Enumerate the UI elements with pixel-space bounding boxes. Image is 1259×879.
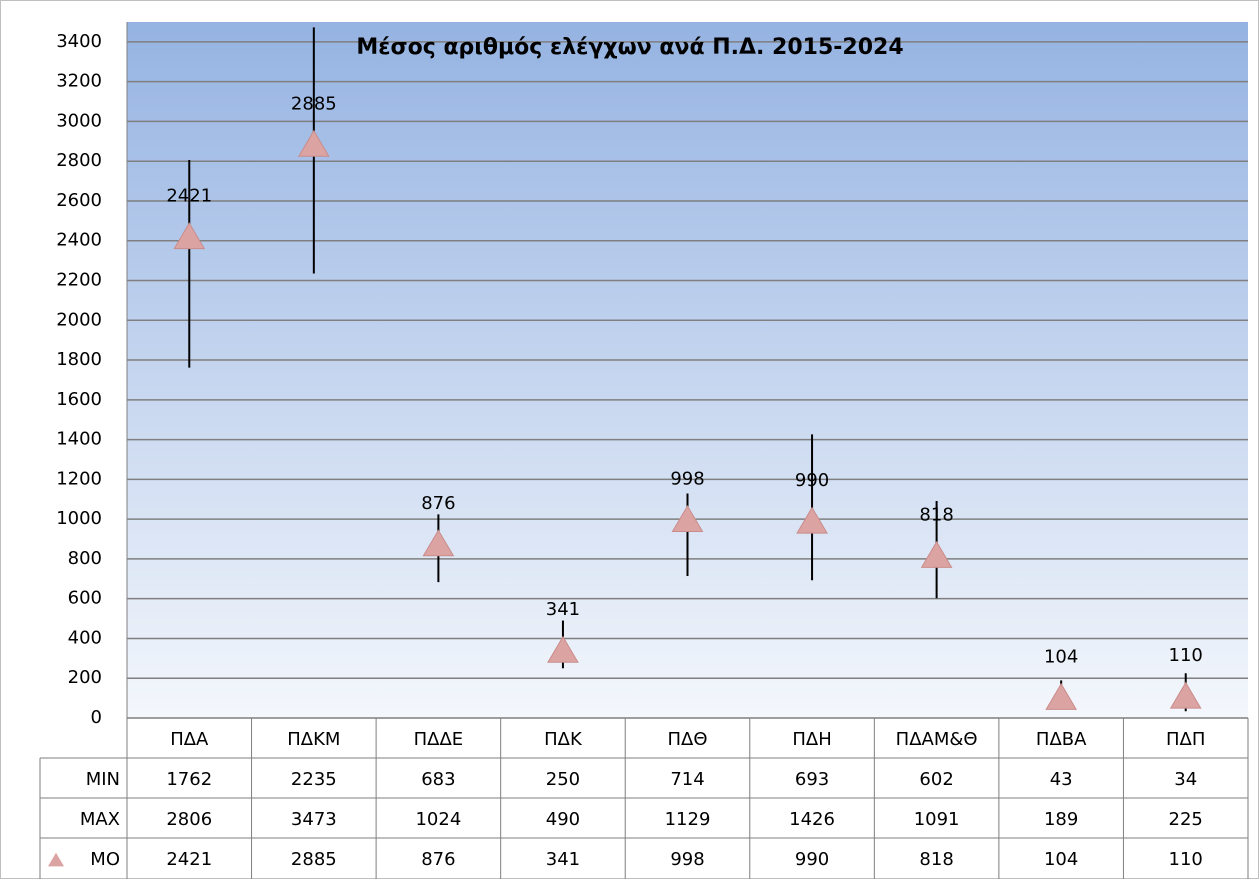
x-tick-label: ΠΔΠ — [1166, 729, 1205, 750]
table-cell: 2806 — [166, 809, 212, 830]
table-cell: 2421 — [166, 849, 212, 870]
y-tick-label: 3400 — [56, 31, 102, 52]
y-tick-label: 800 — [68, 548, 102, 569]
marker — [297, 129, 330, 157]
table-cell: 34 — [1174, 769, 1197, 790]
y-tick-label: 200 — [68, 667, 102, 688]
x-tick-label: ΠΔΚ — [544, 729, 583, 750]
table-cell: 110 — [1169, 849, 1203, 870]
data-label: 2885 — [291, 93, 337, 114]
table-cell: 602 — [919, 769, 953, 790]
data-label: 818 — [919, 504, 953, 525]
marker — [920, 540, 953, 568]
data-label: 998 — [670, 469, 704, 490]
table-cell: 876 — [421, 849, 455, 870]
x-tick-label: ΠΔΘ — [667, 729, 707, 750]
y-tick-label: 2400 — [56, 230, 102, 251]
marker — [1169, 681, 1202, 709]
y-tick-label: 2000 — [56, 309, 102, 330]
table-cell: 1762 — [166, 769, 212, 790]
plot-area — [127, 22, 1248, 718]
marker — [547, 635, 579, 663]
marker — [173, 222, 206, 250]
y-tick-label: 3000 — [56, 110, 102, 131]
y-tick-label: 1400 — [56, 429, 102, 450]
data-label: 104 — [1044, 646, 1078, 667]
table-cell: 818 — [919, 849, 953, 870]
chart-title: Μέσος αριθμός ελέγχων ανά Π.Δ. 2015-2024 — [356, 35, 903, 60]
x-tick-label: ΠΔΗ — [792, 729, 831, 750]
x-tick-label: ΠΔΔΕ — [414, 729, 464, 750]
y-tick-label: 3200 — [56, 71, 102, 92]
marker — [1045, 682, 1078, 710]
y-tick-label: 1200 — [56, 468, 102, 489]
legend-label: MIN — [86, 769, 120, 790]
table-cell: 189 — [1044, 809, 1078, 830]
marker — [422, 529, 455, 557]
table-cell: 1091 — [914, 809, 960, 830]
y-tick-label: 600 — [68, 588, 102, 609]
marker — [671, 505, 704, 533]
table-cell: 341 — [546, 849, 580, 870]
table-cell: 3473 — [291, 809, 337, 830]
table-cell: 2235 — [291, 769, 337, 790]
table-cell: 683 — [421, 769, 455, 790]
y-tick-label: 1000 — [56, 508, 102, 529]
data-label: 876 — [421, 493, 455, 514]
data-label: 110 — [1169, 645, 1203, 666]
table-cell: 43 — [1050, 769, 1073, 790]
x-tick-label: ΠΔΑ — [170, 729, 209, 750]
y-tick-label: 2800 — [56, 150, 102, 171]
data-label: 990 — [795, 470, 829, 491]
y-tick-label: 2200 — [56, 270, 102, 291]
table-cell: 714 — [670, 769, 704, 790]
data-label: 2421 — [166, 186, 212, 207]
y-tick-label: 2600 — [56, 190, 102, 211]
table-cell: 250 — [546, 769, 580, 790]
y-tick-label: 1800 — [56, 349, 102, 370]
table-cell: 693 — [795, 769, 829, 790]
table-cell: 1426 — [789, 809, 835, 830]
legend-label: MAX — [80, 809, 120, 830]
marker — [796, 506, 828, 534]
table-cell: 998 — [670, 849, 704, 870]
table-cell: 104 — [1044, 849, 1078, 870]
y-tick-label: 0 — [91, 707, 102, 728]
x-tick-label: ΠΔΚΜ — [287, 729, 340, 750]
legend-marker — [48, 852, 64, 867]
data-label: 341 — [546, 599, 580, 620]
table-cell: 1129 — [665, 809, 711, 830]
table-cell: 1024 — [415, 809, 461, 830]
legend-label: MO — [90, 849, 120, 870]
table-cell: 990 — [795, 849, 829, 870]
table-cell: 2885 — [291, 849, 337, 870]
table-cell: 225 — [1169, 809, 1203, 830]
y-tick-label: 1600 — [56, 389, 102, 410]
table-cell: 490 — [546, 809, 580, 830]
y-tick-label: 400 — [68, 627, 102, 648]
x-tick-label: ΠΔΑΜ&Θ — [896, 729, 978, 750]
x-tick-label: ΠΔΒΑ — [1036, 729, 1087, 750]
